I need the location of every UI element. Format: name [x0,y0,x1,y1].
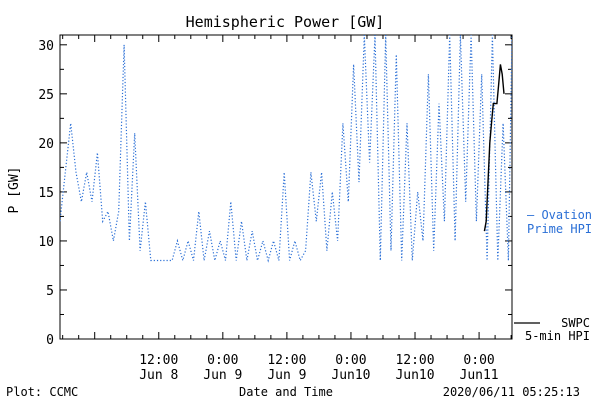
x-tick-time-label: 12:00 [267,353,306,368]
legend-swpc-line2: 5-min HPI [525,329,590,343]
y-tick-label: 30 [38,39,54,54]
x-tick-date-label: Jun 9 [203,368,242,383]
y-tick-label: 20 [38,137,54,152]
ovation-prime-line [60,35,512,263]
y-axis-label: P [GW] [7,167,22,214]
y-tick-label: 15 [38,186,54,201]
x-tick-time-label: 0:00 [207,353,238,368]
plot-frame [59,34,513,340]
x-tick-time-label: 0:00 [463,353,494,368]
x-tick-date-label: Jun11 [460,368,499,383]
legend-ovation-line2: Prime HPI [527,222,592,236]
legend-ovation-line1: — Ovation [527,208,592,222]
x-tick-date-label: Jun10 [395,368,434,383]
y-tick-label: 5 [46,284,54,299]
footer-plot-source: Plot: CCMC [6,385,78,399]
legend-swpc-line1: SWPC [561,316,590,330]
x-axis-label: Date and Time [239,385,333,399]
x-tick-date-label: Jun 8 [139,368,178,383]
svg-text:P [GW]: P [GW] [7,167,22,214]
y-axis-ticks: 0 5 10 15 20 25 30 [38,39,512,348]
x-tick-time-label: 12:00 [395,353,434,368]
x-tick-time-label: 12:00 [139,353,178,368]
footer-timestamp: 2020/06/11 05:25:13 [443,385,580,399]
x-tick-date-label: Jun 9 [267,368,306,383]
x-tick-date-label: Jun10 [331,368,370,383]
y-tick-label: 0 [46,333,54,348]
y-tick-label: 25 [38,88,54,103]
chart-title: Hemispheric Power [GW] [186,13,385,31]
series-layer [60,35,512,263]
swpc-line [483,64,505,232]
y-tick-label: 10 [38,235,54,250]
x-tick-time-label: 0:00 [335,353,366,368]
